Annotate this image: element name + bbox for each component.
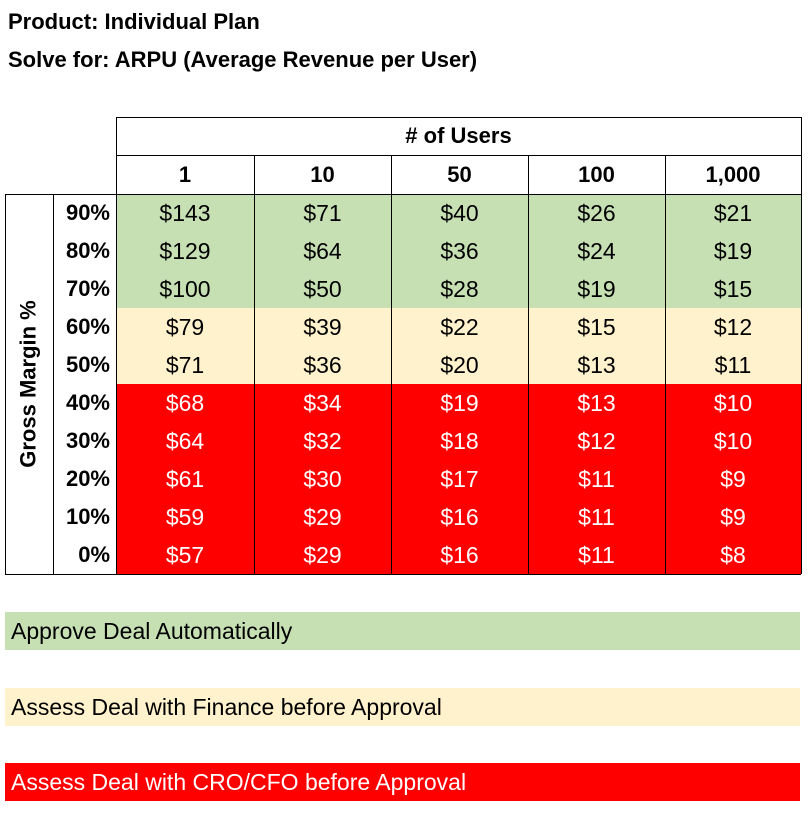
row-header: 10% — [53, 498, 116, 536]
value-cell: $34 — [254, 384, 391, 422]
row-header: 0% — [53, 536, 116, 574]
column-group-label: # of Users — [116, 117, 801, 155]
value-cell: $28 — [391, 270, 528, 308]
value-cell: $39 — [254, 308, 391, 346]
value-cell: $59 — [116, 498, 254, 536]
value-cell: $30 — [254, 460, 391, 498]
value-cell: $12 — [528, 422, 665, 460]
row-header: 60% — [53, 308, 116, 346]
value-cell: $71 — [116, 346, 254, 384]
value-cell: $12 — [665, 308, 801, 346]
row-header: 80% — [53, 232, 116, 270]
value-cell: $15 — [528, 308, 665, 346]
value-cell: $29 — [254, 536, 391, 574]
legend-assess-cro-cfo: Assess Deal with CRO/CFO before Approval — [5, 763, 800, 801]
value-cell: $22 — [391, 308, 528, 346]
value-cell: $11 — [528, 460, 665, 498]
value-cell: $29 — [254, 498, 391, 536]
value-cell: $143 — [116, 194, 254, 232]
value-cell: $11 — [528, 498, 665, 536]
value-cell: $10 — [665, 384, 801, 422]
value-cell: $19 — [391, 384, 528, 422]
row-header: 40% — [53, 384, 116, 422]
value-cell: $21 — [665, 194, 801, 232]
value-cell: $16 — [391, 498, 528, 536]
value-cell: $61 — [116, 460, 254, 498]
value-cell: $36 — [391, 232, 528, 270]
value-cell: $19 — [665, 232, 801, 270]
value-cell: $19 — [528, 270, 665, 308]
value-cell: $16 — [391, 536, 528, 574]
value-cell: $9 — [665, 498, 801, 536]
solve-for-title: Solve for: ARPU (Average Revenue per Use… — [8, 47, 478, 72]
value-cell: $79 — [116, 308, 254, 346]
row-group-label-container: Gross Margin % — [5, 194, 53, 574]
row-header: 20% — [53, 460, 116, 498]
value-cell: $26 — [528, 194, 665, 232]
row-group-label: Gross Margin % — [16, 300, 42, 468]
value-cell: $50 — [254, 270, 391, 308]
legend-assess-finance: Assess Deal with Finance before Approval — [5, 688, 800, 726]
value-cell: $100 — [116, 270, 254, 308]
column-header: 1 — [116, 155, 254, 194]
value-cell: $9 — [665, 460, 801, 498]
row-header: 70% — [53, 270, 116, 308]
value-cell: $17 — [391, 460, 528, 498]
value-cell: $64 — [116, 422, 254, 460]
value-cell: $68 — [116, 384, 254, 422]
value-cell: $18 — [391, 422, 528, 460]
value-cell: $11 — [528, 536, 665, 574]
value-cell: $13 — [528, 384, 665, 422]
value-cell: $57 — [116, 536, 254, 574]
value-cell: $8 — [665, 536, 801, 574]
row-header: 30% — [53, 422, 116, 460]
value-cell: $129 — [116, 232, 254, 270]
value-cell: $20 — [391, 346, 528, 384]
legend-approve: Approve Deal Automatically — [5, 612, 800, 650]
row-header: 90% — [53, 194, 116, 232]
row-header: 50% — [53, 346, 116, 384]
column-header: 10 — [254, 155, 391, 194]
value-cell: $64 — [254, 232, 391, 270]
value-cell: $13 — [528, 346, 665, 384]
value-cell: $24 — [528, 232, 665, 270]
column-header: 100 — [528, 155, 665, 194]
value-cell: $40 — [391, 194, 528, 232]
value-cell: $11 — [665, 346, 801, 384]
value-cell: $15 — [665, 270, 801, 308]
column-header: 50 — [391, 155, 528, 194]
product-title: Product: Individual Plan — [8, 9, 260, 34]
value-cell: $36 — [254, 346, 391, 384]
value-cell: $10 — [665, 422, 801, 460]
column-header: 1,000 — [665, 155, 801, 194]
value-cell: $32 — [254, 422, 391, 460]
value-cell: $71 — [254, 194, 391, 232]
